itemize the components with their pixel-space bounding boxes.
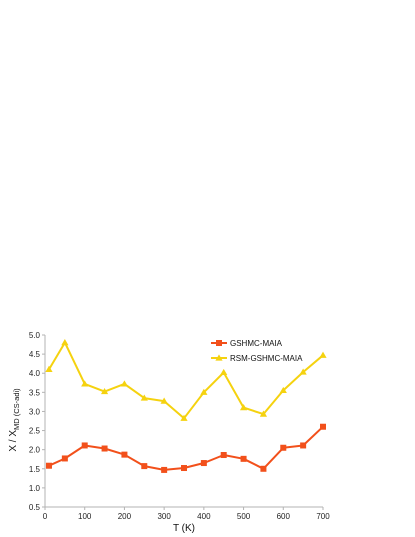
series-1 [45, 423, 326, 473]
data-point [200, 388, 208, 395]
data-point [81, 442, 88, 449]
legend-label: RSM-GSHMC-MAIA [230, 354, 303, 363]
x-tick-label: 100 [78, 512, 92, 521]
y-axis-title: X / XMD (CS-adi) [8, 388, 21, 452]
data-point [220, 368, 228, 376]
data-point [161, 466, 168, 473]
data-point [120, 380, 129, 387]
legend-item: GSHMC-MAIA [211, 339, 283, 348]
data-point [260, 465, 267, 472]
data-point [300, 442, 307, 449]
data-point [279, 386, 287, 394]
y-tick-label: 4.0 [29, 369, 41, 378]
data-point [140, 394, 148, 401]
y-tick-label: 3.5 [29, 388, 41, 397]
data-point [81, 380, 89, 387]
y-tick-label: 0.5 [29, 503, 41, 512]
data-point [319, 351, 327, 358]
y-axis-title-main: X / X [8, 430, 19, 452]
x-tick-label: 300 [157, 512, 171, 521]
y-tick-label: 1.0 [29, 484, 41, 493]
y-tick-label: 2.5 [29, 427, 41, 436]
data-point [100, 387, 109, 395]
x-tick-label: 400 [197, 512, 211, 521]
data-point [280, 444, 287, 451]
data-point [101, 445, 108, 452]
y-tick-label: 3.0 [29, 407, 41, 416]
x-tick-label: 600 [277, 512, 291, 521]
series-layer [45, 339, 327, 473]
x-tick-label: 200 [118, 512, 132, 521]
data-point [200, 460, 207, 467]
data-point [180, 414, 188, 421]
data-point [239, 404, 248, 411]
y-tick-label: 4.5 [29, 350, 41, 359]
legend: GSHMC-MAIA RSM-GSHMC-MAIA [211, 339, 303, 363]
x-tick-label: 0 [43, 512, 48, 521]
y-axis-title-subscript: MD (CS-adi) [12, 388, 21, 430]
legend-item: RSM-GSHMC-MAIA [211, 354, 303, 363]
x-tick-label: 700 [316, 512, 330, 521]
data-point [45, 462, 52, 469]
y-tick-label: 5.0 [29, 331, 41, 340]
data-point [299, 368, 307, 375]
axes: 0.5 1.0 1.5 2.0 2.5 3.0 3.5 4.0 4.5 5.0 0 100 200 300… [29, 331, 330, 521]
data-point [259, 410, 268, 417]
series-2 [45, 339, 327, 421]
x-tick-label: 500 [237, 512, 251, 521]
y-tick-label: 2.0 [29, 446, 41, 455]
svg-text:X / XMD (CS-adi): X / XMD (CS-adi) [8, 388, 21, 452]
data-point [61, 455, 68, 462]
data-point [141, 463, 148, 470]
data-point [220, 452, 227, 459]
x-axis-title: T (K) [173, 523, 195, 534]
data-point [121, 451, 128, 458]
y-tick-label: 1.5 [29, 465, 41, 474]
data-point [45, 365, 53, 372]
data-point [181, 465, 187, 472]
legend-marker [215, 354, 223, 361]
data-point [320, 423, 326, 430]
legend-label: GSHMC-MAIA [230, 339, 283, 348]
data-point [240, 455, 247, 462]
data-point [61, 339, 69, 346]
legend-marker [216, 340, 222, 346]
data-point [160, 397, 168, 404]
